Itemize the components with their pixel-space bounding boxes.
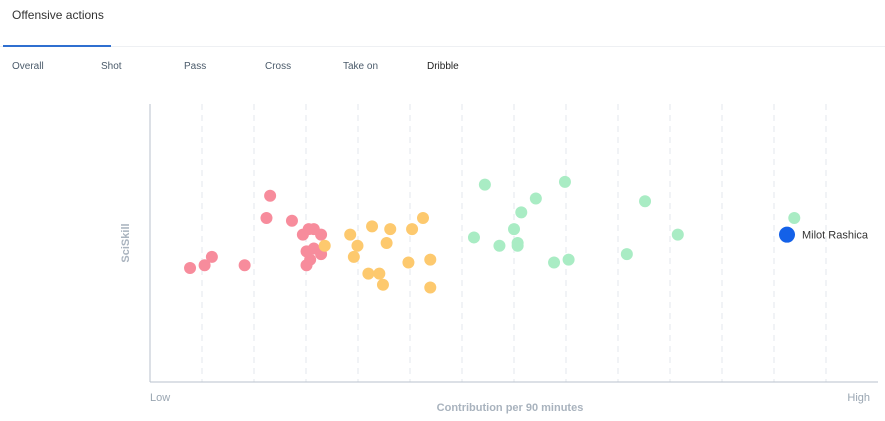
subtab-overall[interactable]: Overall (12, 61, 44, 72)
tab-bar: Offensive actions (0, 0, 885, 47)
data-point[interactable] (467, 231, 480, 244)
subtab-cross[interactable]: Cross (265, 61, 292, 72)
data-point[interactable] (198, 259, 211, 272)
data-point[interactable] (620, 248, 633, 261)
data-point[interactable] (493, 239, 506, 252)
data-point[interactable] (344, 228, 357, 241)
data-point[interactable] (380, 237, 393, 249)
data-point[interactable] (362, 267, 375, 280)
data-point[interactable] (402, 256, 415, 269)
data-point[interactable] (260, 211, 273, 224)
subtab-dribble[interactable]: Dribble (427, 61, 459, 72)
data-point[interactable] (347, 250, 360, 263)
data-point[interactable] (562, 253, 575, 266)
data-point[interactable] (184, 262, 197, 275)
data-point[interactable] (318, 239, 331, 252)
highlighted-player-point[interactable] (779, 226, 795, 243)
data-point[interactable] (424, 253, 437, 266)
data-point[interactable] (376, 278, 389, 291)
data-point[interactable] (366, 220, 379, 233)
data-point[interactable] (511, 239, 524, 252)
subtab-shot[interactable]: Shot (101, 61, 122, 72)
data-point[interactable] (384, 223, 397, 236)
x-tick-label-high: High (847, 392, 870, 404)
data-point[interactable] (351, 239, 364, 252)
data-point[interactable] (515, 206, 528, 219)
data-point[interactable] (300, 259, 313, 272)
data-point[interactable] (558, 175, 571, 188)
data-point[interactable] (478, 178, 491, 191)
data-point[interactable] (671, 228, 684, 241)
subtab-take-on[interactable]: Take on (343, 61, 379, 72)
tab-offensive-actions-label: Offensive actions (12, 8, 104, 22)
data-point[interactable] (406, 223, 419, 236)
data-point[interactable] (238, 259, 251, 272)
x-axis-title: Contribution per 90 minutes (437, 402, 584, 414)
data-points: Milot Rashica (184, 175, 869, 294)
highlighted-player-label: Milot Rashica (802, 230, 869, 242)
data-point[interactable] (508, 223, 520, 236)
data-point[interactable] (417, 211, 429, 224)
data-point[interactable] (424, 281, 437, 294)
tab-offensive-actions[interactable]: Offensive actions (3, 0, 111, 47)
data-point[interactable] (548, 256, 561, 269)
data-point[interactable] (285, 214, 298, 227)
data-point[interactable] (639, 195, 652, 208)
data-point[interactable] (205, 250, 218, 263)
grid-lines (201, 104, 827, 382)
x-tick-label-low: Low (150, 392, 170, 404)
data-point[interactable] (373, 267, 386, 280)
y-axis-title: SciSkill (120, 223, 132, 262)
data-point[interactable] (529, 192, 542, 205)
data-point[interactable] (788, 211, 801, 224)
data-point[interactable] (315, 228, 328, 241)
data-point[interactable] (264, 189, 277, 202)
subtab-pass[interactable]: Pass (184, 61, 207, 72)
